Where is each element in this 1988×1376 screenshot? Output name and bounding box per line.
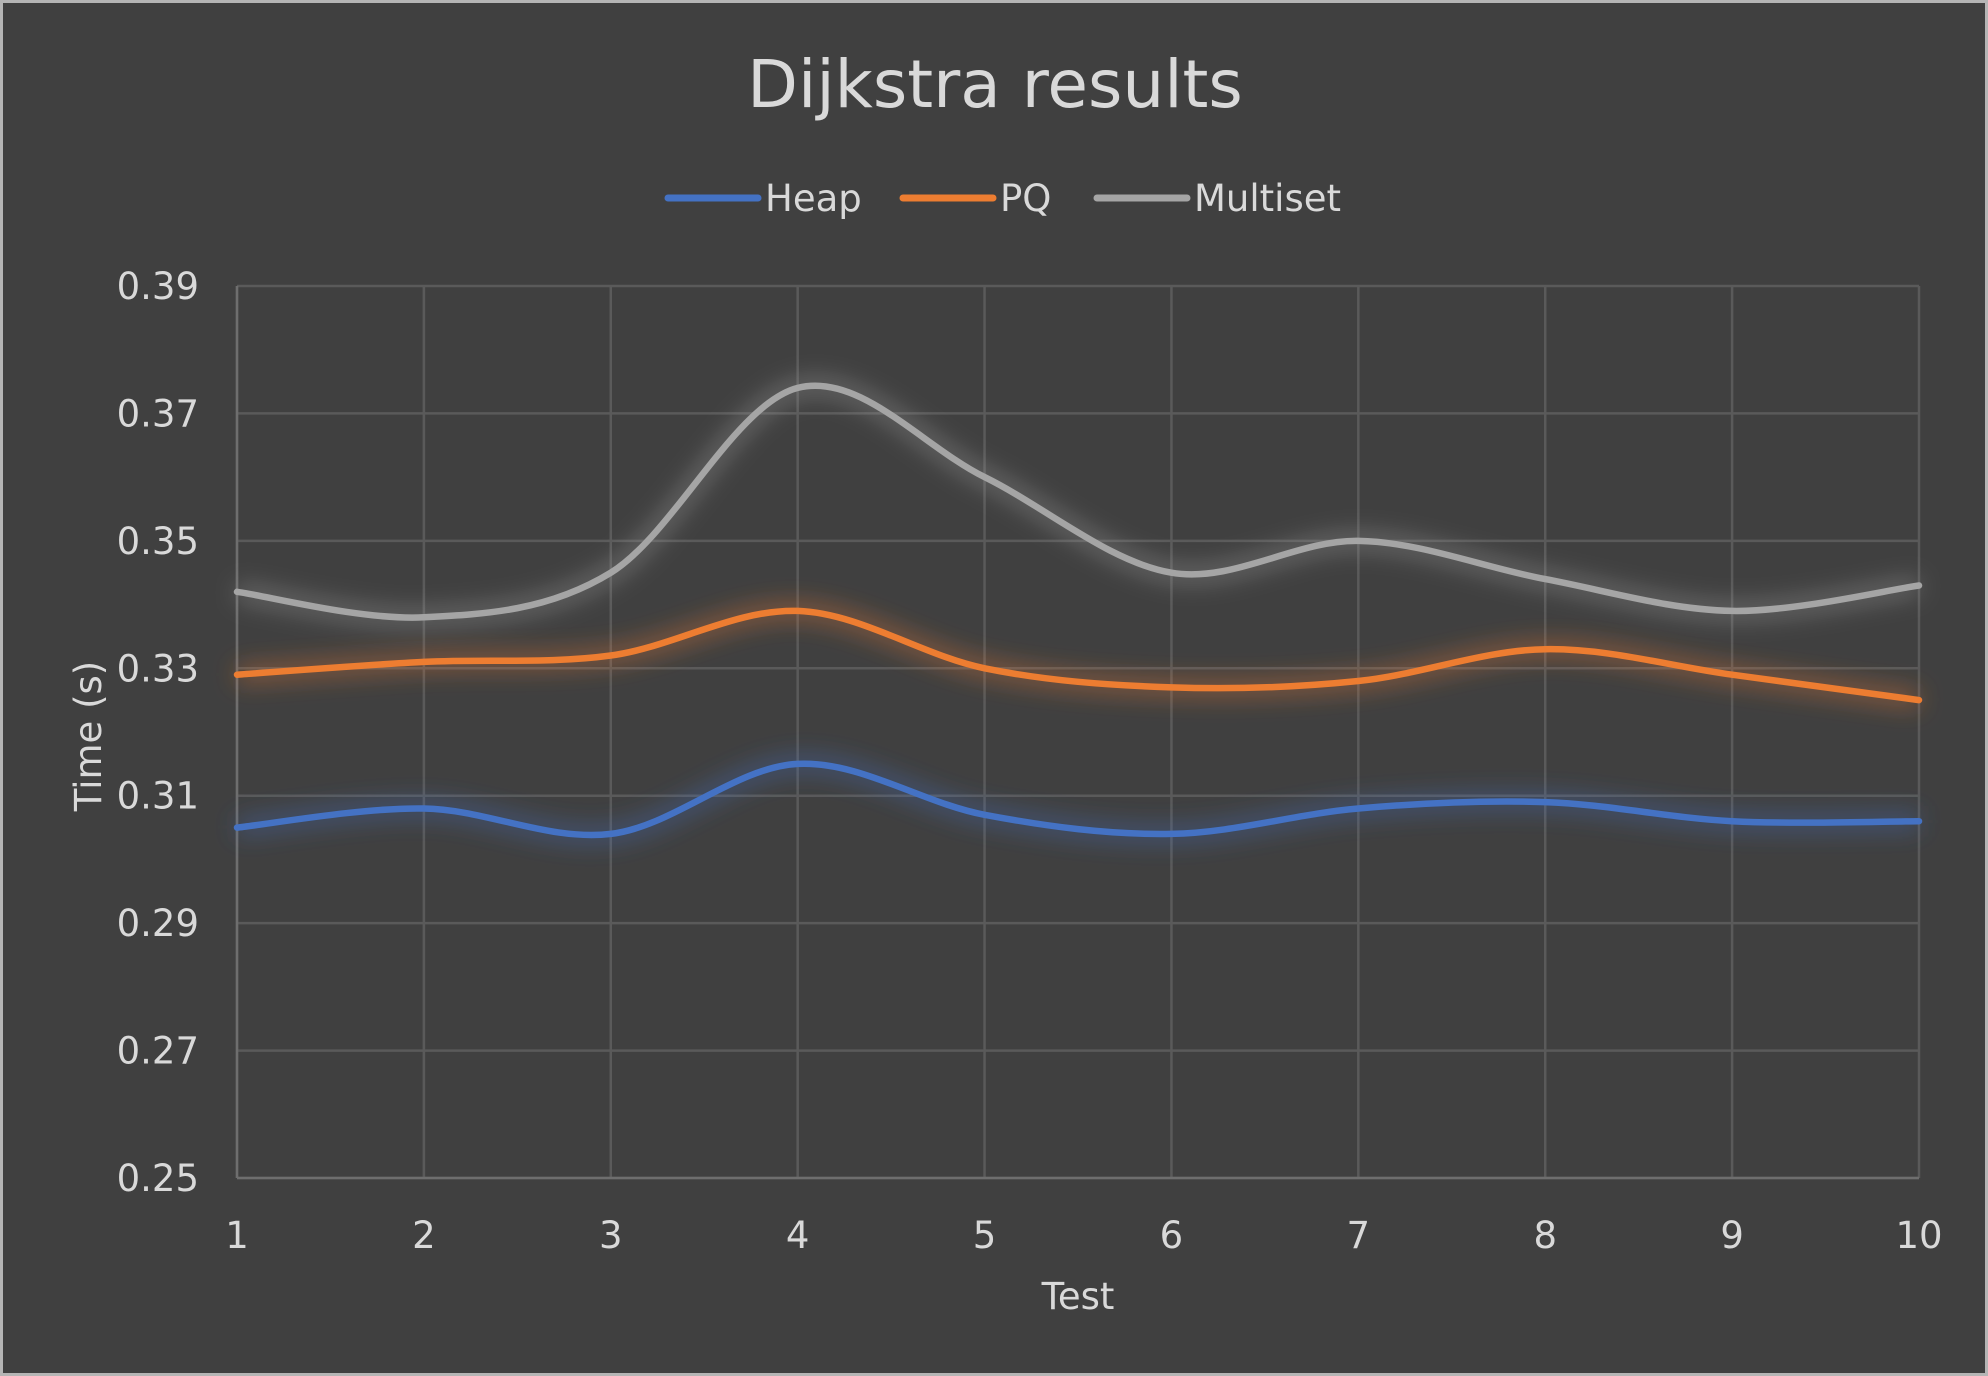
y-tick-label: 0.27 [117, 1030, 199, 1073]
x-tick-label: 1 [225, 1214, 249, 1257]
y-tick-label: 0.25 [117, 1157, 199, 1200]
y-axis-ticks: 0.25 0.27 0.29 0.31 0.33 0.35 0.37 0.39 [117, 265, 199, 1200]
x-tick-label: 7 [1347, 1214, 1371, 1257]
x-tick-label: 9 [1720, 1214, 1744, 1257]
y-axis-label: Time (s) [67, 661, 110, 812]
chart-title: Dijkstra results [747, 46, 1243, 123]
line-chart: Dijkstra results Heap PQ Multiset 0.25 0.27… [67, 46, 1943, 1318]
legend-label-pq: PQ [1000, 177, 1051, 220]
series-glow-pq [236, 602, 1921, 709]
x-tick-label: 6 [1160, 1214, 1184, 1257]
series-line-heap [233, 760, 1923, 839]
series-line-pq [233, 607, 1923, 704]
y-tick-label: 0.33 [117, 647, 199, 690]
x-axis-label: Test [1041, 1275, 1115, 1318]
x-axis-ticks: 1 2 3 4 5 6 7 8 9 10 [225, 1214, 1942, 1257]
x-tick-label: 2 [412, 1214, 436, 1257]
legend-label-heap: Heap [765, 177, 862, 220]
plot-area [233, 377, 1923, 843]
x-tick-label: 4 [786, 1214, 810, 1257]
legend-label-multiset: Multiset [1194, 177, 1341, 220]
y-tick-label: 0.31 [117, 775, 199, 818]
x-tick-label: 5 [973, 1214, 997, 1257]
legend: Heap PQ Multiset [664, 177, 1341, 220]
x-tick-label: 8 [1533, 1214, 1557, 1257]
y-tick-label: 0.35 [117, 520, 199, 563]
x-tick-label: 3 [599, 1214, 623, 1257]
y-tick-label: 0.29 [117, 902, 199, 945]
series-line-multiset [233, 382, 1923, 621]
series-glow-multiset [235, 377, 1921, 626]
gridlines [235, 284, 1921, 1180]
x-tick-label: 10 [1895, 1214, 1942, 1257]
y-tick-label: 0.37 [117, 392, 199, 435]
series-glow-heap [236, 755, 1920, 843]
y-tick-label: 0.39 [117, 265, 199, 308]
